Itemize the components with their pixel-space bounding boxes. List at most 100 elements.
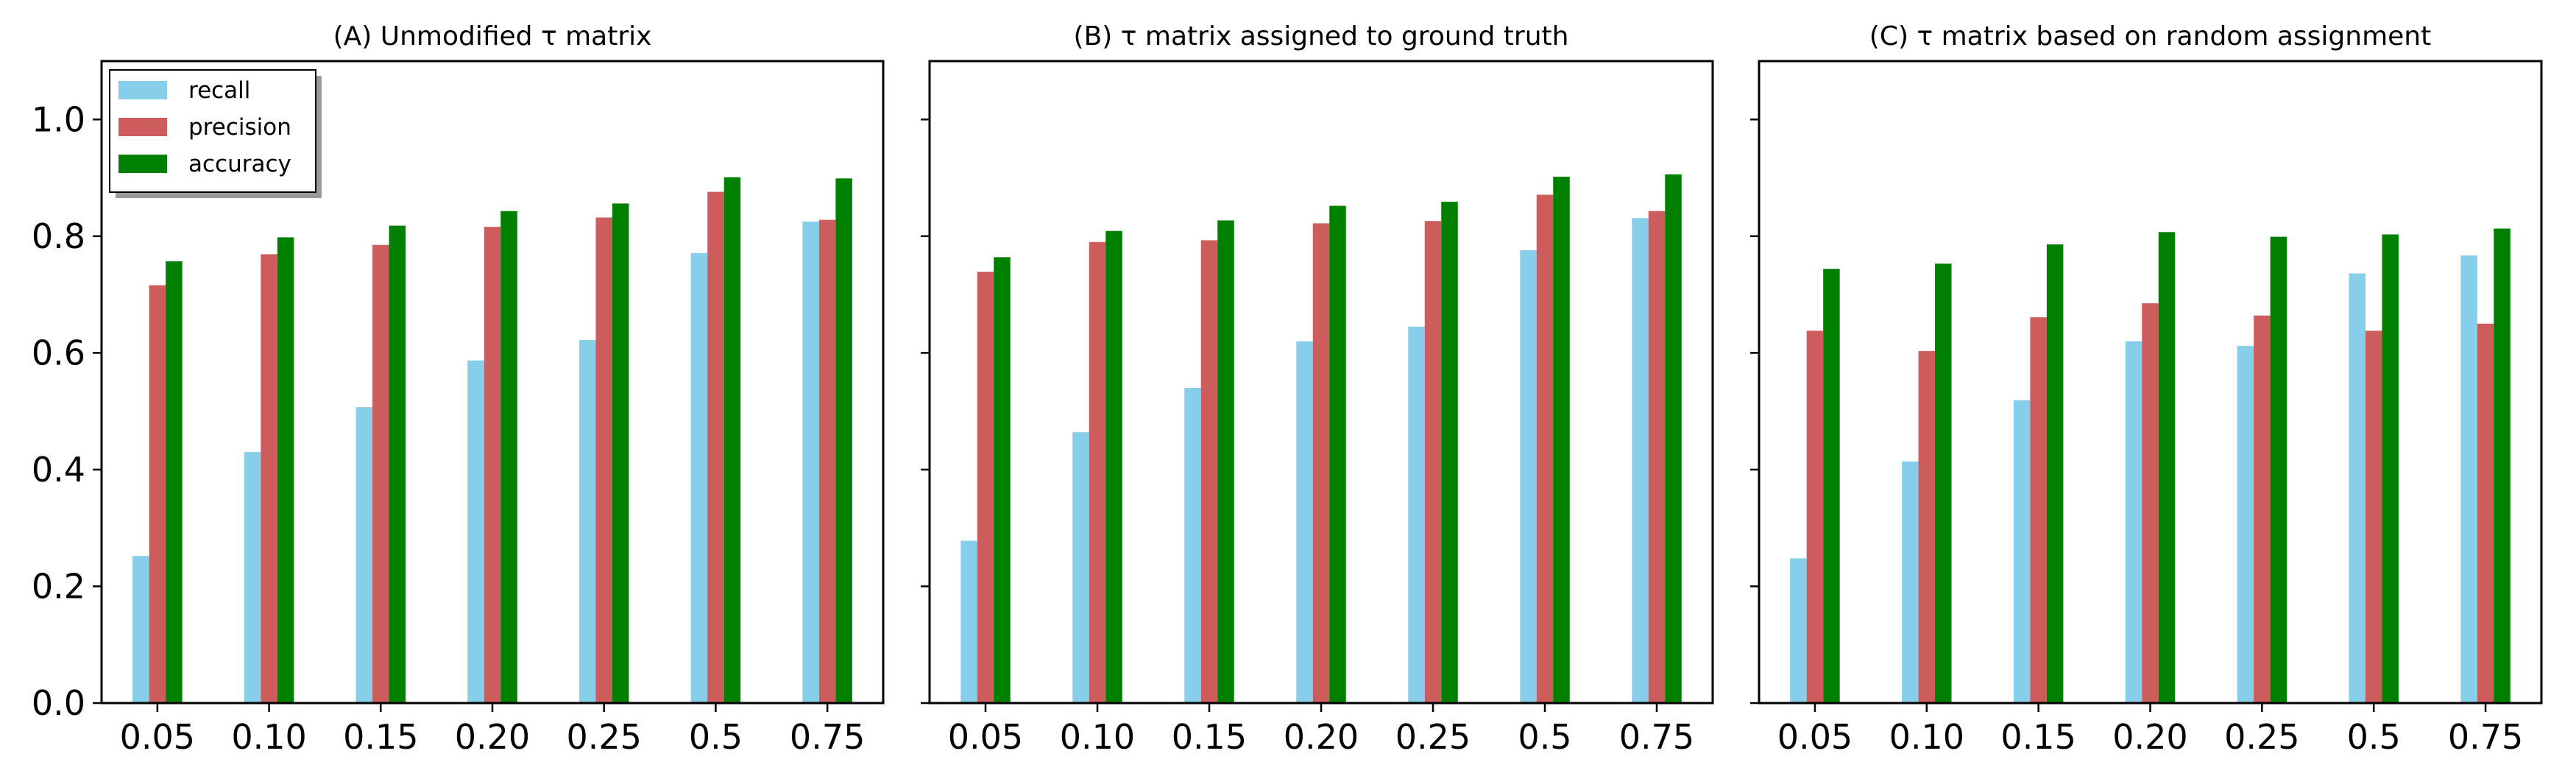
legend-label-recall: recall xyxy=(188,77,250,104)
bar-precision-0.20 xyxy=(484,227,501,703)
panel-title: (A) Unmodified τ matrix xyxy=(333,21,652,52)
bar-recall-0.25 xyxy=(578,339,596,703)
bar-accuracy-0.15 xyxy=(2046,244,2064,703)
bar-accuracy-0.75 xyxy=(1665,174,1682,704)
bar-recall-0.20 xyxy=(2125,341,2142,703)
y-tick-label: 0.0 xyxy=(32,683,85,723)
bar-recall-0.10 xyxy=(244,452,261,703)
bar-precision-0.05 xyxy=(1806,331,1824,703)
bar-recall-0.25 xyxy=(2237,345,2254,703)
bar-precision-0.15 xyxy=(1200,240,1218,703)
x-tick-label: 0.20 xyxy=(455,717,530,757)
bar-precision-0.10 xyxy=(1918,350,1936,703)
x-tick-label: 0.5 xyxy=(1518,717,1571,757)
bar-precision-0.25 xyxy=(1424,221,1442,704)
y-tick-label: 0.2 xyxy=(32,566,85,606)
y-tick-label: 1.0 xyxy=(32,99,85,139)
bar-accuracy-0.05 xyxy=(166,261,183,703)
x-tick-label: 0.5 xyxy=(2347,717,2401,757)
bar-accuracy-0.75 xyxy=(2494,228,2510,703)
bar-accuracy-0.5 xyxy=(1553,176,1570,703)
bar-recall-0.5 xyxy=(690,253,708,703)
bar-recall-0.15 xyxy=(2013,400,2031,703)
bar-precision-0.5 xyxy=(707,191,724,703)
bar-recall-0.10 xyxy=(1072,432,1089,703)
bar-recall-0.10 xyxy=(1902,461,1919,703)
x-tick-label: 0.75 xyxy=(790,717,865,757)
bar-accuracy-0.25 xyxy=(612,203,629,703)
x-tick-label: 0.05 xyxy=(1777,717,1853,757)
x-tick-label: 0.5 xyxy=(689,717,743,757)
bar-precision-0.75 xyxy=(1648,211,1666,704)
legend-label-precision: precision xyxy=(188,114,291,141)
bar-recall-0.20 xyxy=(1296,341,1313,703)
x-tick-label: 0.05 xyxy=(120,717,195,757)
legend-swatch-accuracy xyxy=(118,155,167,173)
x-tick-label: 0.75 xyxy=(2448,717,2523,757)
bar-accuracy-0.20 xyxy=(1329,205,1346,704)
bar-accuracy-0.75 xyxy=(835,178,852,704)
bar-accuracy-0.5 xyxy=(2382,234,2399,703)
x-tick-label: 0.25 xyxy=(2224,717,2299,757)
x-tick-label: 0.20 xyxy=(2112,717,2187,757)
x-tick-label: 0.75 xyxy=(1619,717,1694,757)
legend: recall precision accuracy xyxy=(109,69,322,198)
legend-swatch-precision xyxy=(118,118,167,136)
bar-precision-0.10 xyxy=(261,254,277,703)
bar-accuracy-0.15 xyxy=(1217,220,1234,703)
x-tick-label: 0.05 xyxy=(948,717,1023,757)
bar-precision-0.75 xyxy=(818,219,836,703)
chart-panel-1: (A) Unmodified τ matrix 0.05 0.10 0.15 0.20 0… xyxy=(32,21,885,757)
bar-precision-0.25 xyxy=(595,217,612,703)
bar-accuracy-0.25 xyxy=(2270,236,2287,703)
bar-accuracy-0.05 xyxy=(994,257,1011,703)
bar-precision-0.5 xyxy=(2365,331,2382,703)
bar-accuracy-0.5 xyxy=(723,177,741,703)
bar-precision-0.25 xyxy=(2254,315,2271,703)
x-tick-label: 0.15 xyxy=(1172,717,1247,757)
bar-accuracy-0.10 xyxy=(277,237,294,703)
legend-label-accuracy: accuracy xyxy=(188,151,291,177)
bar-precision-0.20 xyxy=(2142,303,2159,704)
bar-accuracy-0.20 xyxy=(2158,232,2176,703)
bar-recall-0.75 xyxy=(802,222,819,703)
y-tick-label: 0.6 xyxy=(32,333,85,373)
bar-accuracy-0.10 xyxy=(1105,230,1122,703)
x-tick-label: 0.10 xyxy=(1060,717,1135,757)
chart-panel-3: (C) τ matrix based on random assignment 0… xyxy=(1750,21,2543,757)
bar-accuracy-0.20 xyxy=(500,211,517,704)
bar-recall-0.20 xyxy=(467,360,484,703)
x-tick-label: 0.10 xyxy=(1889,717,1964,757)
x-tick-label: 0.10 xyxy=(231,717,306,757)
bar-precision-0.75 xyxy=(2477,323,2494,704)
bar-precision-0.15 xyxy=(372,244,389,704)
y-tick-label: 0.4 xyxy=(32,450,85,490)
bar-precision-0.20 xyxy=(1312,223,1330,703)
panel-title: (C) τ matrix based on random assignment xyxy=(1869,21,2431,52)
x-tick-label: 0.25 xyxy=(1395,717,1471,757)
bar-recall-0.15 xyxy=(1184,387,1201,703)
bar-recall-0.05 xyxy=(1790,558,1807,703)
bar-recall-0.05 xyxy=(960,540,977,703)
bar-accuracy-0.15 xyxy=(389,225,406,703)
bar-accuracy-0.25 xyxy=(1441,202,1458,703)
legend-swatch-recall xyxy=(118,81,167,99)
bar-recall-0.5 xyxy=(1520,250,1537,704)
bar-precision-0.05 xyxy=(977,272,994,703)
x-tick-label: 0.15 xyxy=(343,717,418,757)
bar-recall-0.75 xyxy=(2460,255,2477,704)
x-tick-label: 0.20 xyxy=(1284,717,1359,757)
bar-precision-0.15 xyxy=(2030,317,2047,703)
panel-title: (B) τ matrix assigned to ground truth xyxy=(1074,21,1569,52)
chart-panel-2: (B) τ matrix assigned to ground truth 0.0… xyxy=(921,21,1714,757)
bar-recall-0.15 xyxy=(355,407,373,703)
bar-recall-0.05 xyxy=(132,556,149,703)
x-tick-label: 0.25 xyxy=(567,717,642,757)
bar-recall-0.5 xyxy=(2349,273,2366,703)
bar-accuracy-0.10 xyxy=(1935,264,1952,704)
y-tick-label: 0.8 xyxy=(32,216,85,256)
bar-precision-0.5 xyxy=(1536,194,1554,703)
bar-precision-0.05 xyxy=(149,285,166,703)
bar-recall-0.75 xyxy=(1632,218,1649,703)
